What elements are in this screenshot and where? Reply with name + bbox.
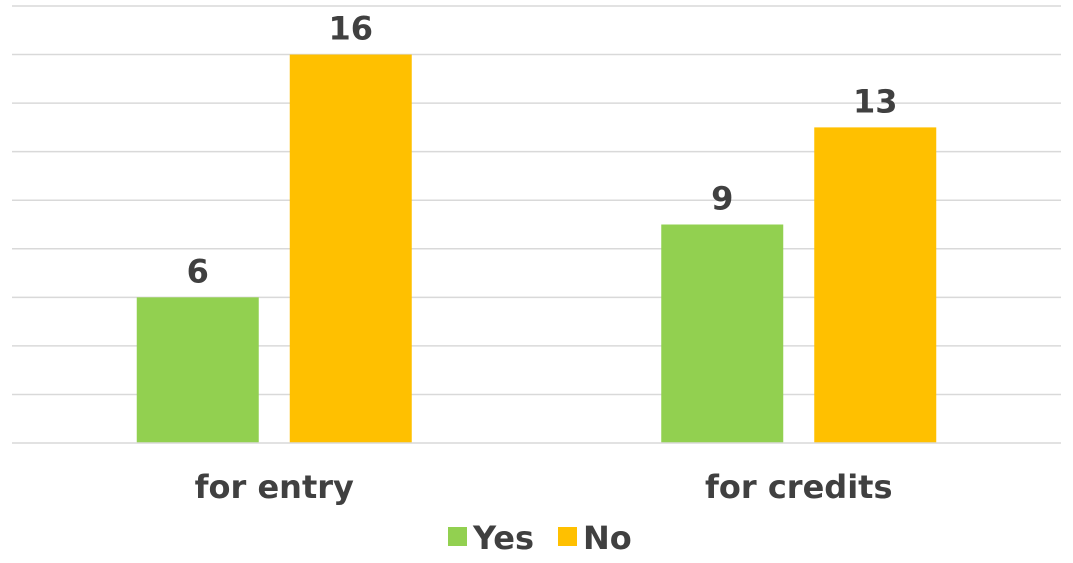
legend-swatch-yes (448, 527, 467, 546)
bar-no-for-credits (814, 127, 937, 443)
data-labels: 6 16 9 13 (187, 10, 898, 291)
category-label: for entry (195, 468, 354, 506)
data-label: 16 (328, 10, 373, 48)
data-label: 13 (853, 82, 898, 120)
bar-yes-for-credits (661, 224, 784, 443)
legend-label-no: No (583, 519, 632, 557)
legend-label-yes: Yes (472, 519, 534, 557)
legend: Yes No (448, 519, 632, 557)
bar-yes-for-entry (136, 297, 259, 443)
data-label: 9 (711, 180, 733, 218)
x-axis: for entry for credits (12, 442, 1061, 506)
category-label: for credits (705, 468, 893, 506)
bar-no-for-entry (289, 54, 412, 444)
bars (136, 54, 937, 444)
data-label: 6 (187, 252, 209, 290)
legend-swatch-no (558, 527, 577, 546)
